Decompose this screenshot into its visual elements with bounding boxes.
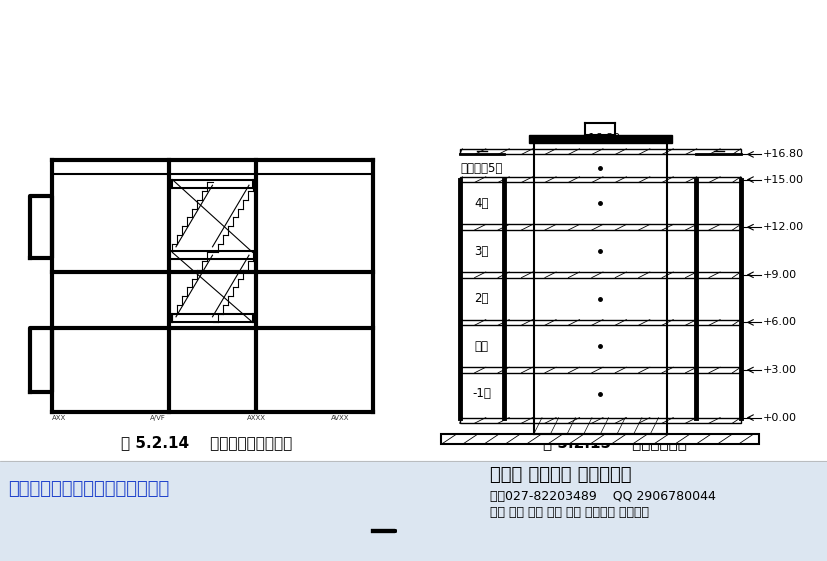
- Bar: [460, 417, 741, 423]
- Text: -1层: -1层: [472, 387, 491, 401]
- Text: A/VF: A/VF: [150, 415, 165, 421]
- Text: 武汉「 筑城图文 」快印印刷: 武汉「 筑城图文 」快印印刷: [490, 466, 632, 484]
- Bar: [460, 224, 741, 230]
- Bar: [460, 149, 741, 154]
- Text: +3.00: +3.00: [763, 365, 797, 375]
- Bar: [460, 320, 741, 325]
- Text: 最好、最快、最专业的圖文快印店: 最好、最快、最专业的圖文快印店: [8, 480, 170, 498]
- Bar: [460, 177, 741, 182]
- Bar: [0, 461, 827, 561]
- Text: 首层: 首层: [475, 340, 489, 353]
- Text: 4层: 4层: [475, 197, 489, 210]
- Text: +0.00: +0.00: [763, 412, 797, 422]
- Text: 图纸 打印 复印 扫描 蓝图 标书装订 广告设计: 图纸 打印 复印 扫描 蓝图 标书装订 广告设计: [490, 507, 649, 519]
- Text: 3层: 3层: [475, 245, 489, 257]
- Text: AVXX: AVXX: [331, 415, 350, 421]
- Text: +12.00: +12.00: [763, 222, 804, 232]
- Text: 图 5.2.15    电梯井示意图: 图 5.2.15 电梯井示意图: [543, 435, 687, 450]
- Text: 电话027-82203489    QQ 2906780044: 电话027-82203489 QQ 2906780044: [490, 490, 716, 503]
- Text: +9.00: +9.00: [763, 270, 797, 280]
- Text: 2层: 2层: [475, 292, 489, 305]
- Text: +16.80: +16.80: [580, 132, 621, 142]
- Bar: [460, 272, 741, 278]
- Bar: [441, 434, 759, 444]
- Text: +16.80: +16.80: [763, 149, 804, 159]
- Bar: [460, 367, 741, 373]
- Text: AXXX: AXXX: [246, 415, 265, 421]
- Text: +6.00: +6.00: [763, 318, 797, 328]
- Text: 图 5.2.14    错层室内楼梯示意图: 图 5.2.14 错层室内楼梯示意图: [122, 435, 293, 450]
- Polygon shape: [528, 135, 672, 143]
- Text: 自然楼层5层: 自然楼层5层: [461, 162, 503, 175]
- Text: AXX: AXX: [52, 415, 66, 421]
- Text: +15.00: +15.00: [763, 174, 804, 185]
